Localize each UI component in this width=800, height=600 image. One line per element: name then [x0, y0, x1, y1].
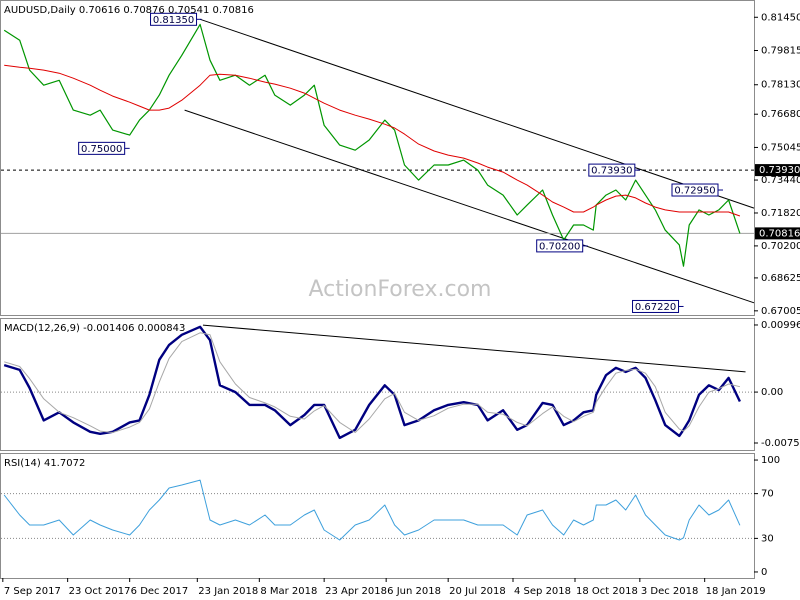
y-tick-label: 0 — [761, 567, 767, 578]
annotation-label: 0.75000 — [81, 144, 122, 155]
x-tick-label: 8 Mar 2018 — [260, 586, 317, 597]
panel-frame — [0, 318, 755, 451]
price-tag — [755, 164, 800, 177]
panel-title: MACD(12,26,9) -0.001406 0.000843 — [4, 323, 185, 334]
y-tick-label: 0.70200 — [761, 241, 800, 252]
y-tick-label: 0.009964 — [761, 320, 800, 331]
annotation-box — [78, 141, 126, 155]
annotation-box — [150, 12, 198, 26]
y-tick-label: 70 — [761, 489, 774, 500]
panel-title: AUDUSD,Daily 0.70616 0.70876 0.70541 0.7… — [4, 5, 254, 16]
watermark: ActionForex.com — [309, 277, 492, 302]
y-tick-label: 0.76680 — [761, 109, 800, 120]
price-tag — [755, 227, 800, 240]
x-tick-label: 18 Oct 2018 — [576, 586, 638, 597]
y-tick-label: 0.73440 — [761, 175, 800, 186]
x-tick-label: 18 Jan 2019 — [706, 586, 766, 597]
y-tick-label: -0.00756 — [761, 438, 800, 449]
price-tag-label: 0.73930 — [759, 165, 800, 176]
y-tick-label: 0.81450 — [761, 12, 800, 23]
annotation-label: 0.73930 — [591, 166, 632, 177]
x-tick-label: 23 Jan 2018 — [198, 586, 258, 597]
series-line — [4, 64, 741, 217]
panel-title: RSI(14) 41.7072 — [4, 458, 85, 469]
annotation-label: 0.81350 — [153, 15, 194, 26]
y-tick-label: 0.68625 — [761, 273, 800, 284]
y-tick-label: 0.00 — [761, 387, 783, 398]
trend-line — [184, 109, 755, 304]
y-tick-label: 30 — [761, 533, 774, 544]
annotation-box — [588, 163, 636, 177]
y-tick-label: 100 — [761, 455, 780, 466]
x-tick-label: 20 Jul 2018 — [449, 586, 506, 597]
y-tick-label: 0.71820 — [761, 208, 800, 219]
panel-frame — [0, 453, 755, 579]
annotation-box — [536, 239, 584, 253]
annotation-label: 0.70200 — [539, 241, 580, 252]
panel-frame — [0, 0, 755, 316]
annotation-box — [632, 299, 680, 313]
x-tick-label: 6 Jun 2018 — [387, 586, 441, 597]
annotation-label: 0.72950 — [674, 186, 715, 197]
price-tag-label: 0.70816 — [759, 228, 800, 239]
x-tick-label: 7 Sep 2017 — [4, 586, 61, 597]
y-tick-label: 0.67005 — [761, 306, 800, 317]
series-line — [3, 479, 741, 541]
annotation-label: 0.67220 — [635, 302, 676, 313]
series-line — [3, 325, 741, 440]
x-tick-label: 6 Dec 2017 — [131, 586, 189, 597]
series-line — [4, 332, 741, 433]
series-line — [3, 23, 741, 267]
annotation-box — [671, 183, 719, 197]
y-tick-label: 0.79815 — [761, 46, 800, 57]
x-tick-label: 23 Apr 2018 — [325, 586, 387, 597]
trend-line — [202, 324, 746, 373]
trend-line — [199, 18, 755, 209]
x-tick-label: 3 Dec 2018 — [641, 586, 699, 597]
y-tick-label: 0.75045 — [761, 142, 800, 153]
x-tick-label: 23 Oct 2017 — [69, 586, 131, 597]
x-tick-label: 4 Sep 2018 — [514, 586, 571, 597]
y-tick-label: 0.78130 — [761, 80, 800, 91]
